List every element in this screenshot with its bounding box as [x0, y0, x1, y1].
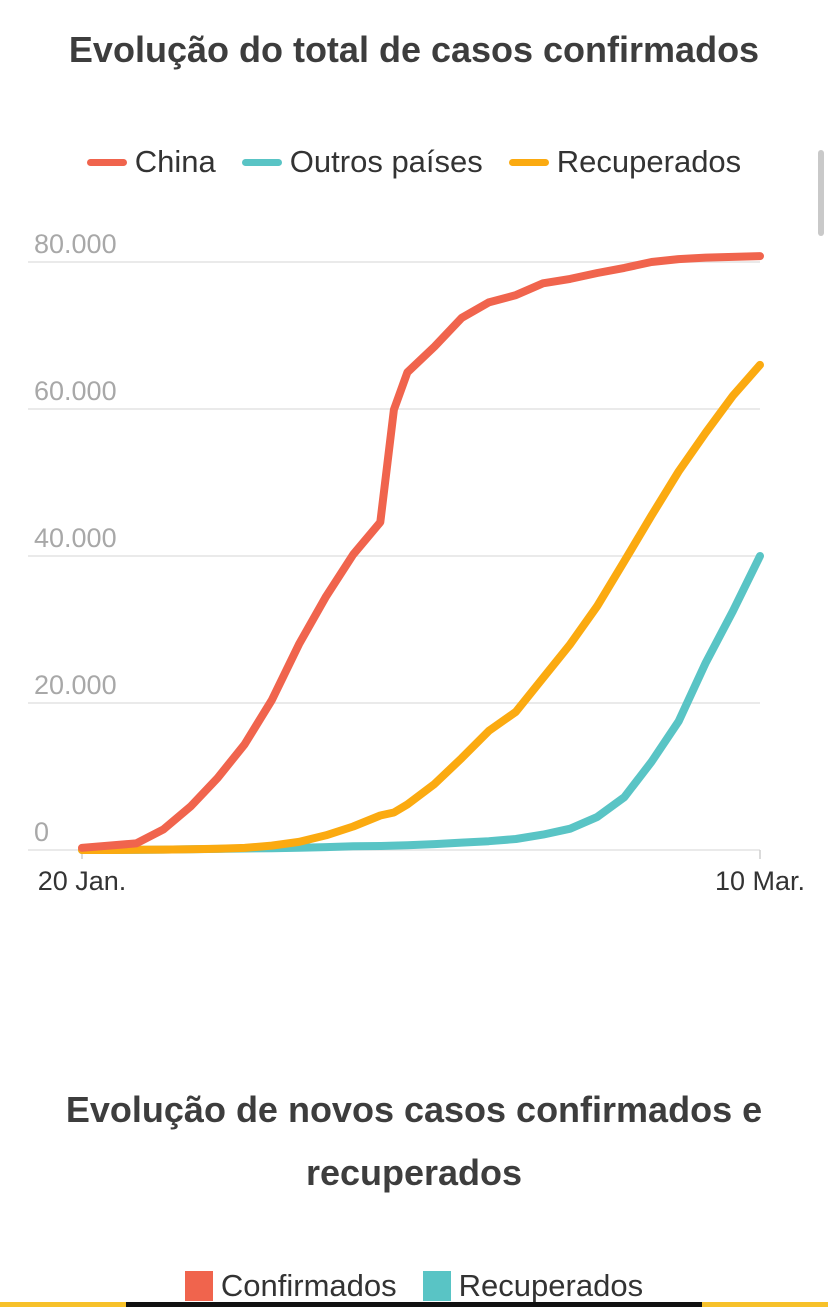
strip-black	[126, 1302, 702, 1307]
x-tick-label: 10 Mar.	[715, 866, 805, 896]
strip-yellow-right	[702, 1302, 828, 1307]
legend-swatch-2	[422, 1271, 451, 1301]
chart-legend: China Outros países Recuperados	[0, 144, 828, 180]
line-chart: 0 20.000 40.000 60.000 80.000 20 Jan. 10 Mar.	[28, 229, 805, 896]
y-tick-label: 20.000	[34, 670, 117, 700]
chart-title-2: Evolução de novos casos confirmados e re…	[65, 1089, 763, 1193]
legend-item[interactable]: Recuperados	[508, 144, 742, 180]
legend-label-2: Recuperados	[458, 1268, 644, 1303]
legend-swatch	[86, 158, 127, 166]
legend-swatch	[241, 158, 282, 166]
y-tick-label: 0	[34, 817, 49, 847]
bottom-color-strip	[0, 1302, 828, 1307]
y-tick-label: 40.000	[34, 523, 117, 553]
chart-legend-2: Confirmados Recuperados	[0, 1268, 828, 1304]
legend-item-2[interactable]: Confirmados	[184, 1268, 397, 1304]
legend-swatch	[508, 158, 549, 166]
scrollbar-thumb[interactable]	[818, 150, 824, 236]
legend-label-2: Confirmados	[220, 1268, 397, 1303]
legend-label: Outros países	[289, 144, 483, 179]
y-tick-label: 60.000	[34, 376, 117, 406]
chart-title: Evolução do total de casos confirmados	[68, 29, 760, 70]
legend-item[interactable]: Outros países	[241, 144, 483, 180]
legend-label: China	[134, 144, 216, 179]
legend-item-2[interactable]: Recuperados	[422, 1268, 644, 1304]
legend-swatch-2	[184, 1271, 213, 1301]
series-line-recuperados	[78, 360, 764, 854]
legend-item[interactable]: China	[86, 144, 216, 180]
strip-yellow-left	[0, 1302, 126, 1307]
y-tick-label: 80.000	[34, 229, 117, 259]
legend-label: Recuperados	[556, 144, 742, 179]
series-line-china	[78, 252, 764, 852]
x-tick-label: 20 Jan.	[38, 866, 127, 896]
